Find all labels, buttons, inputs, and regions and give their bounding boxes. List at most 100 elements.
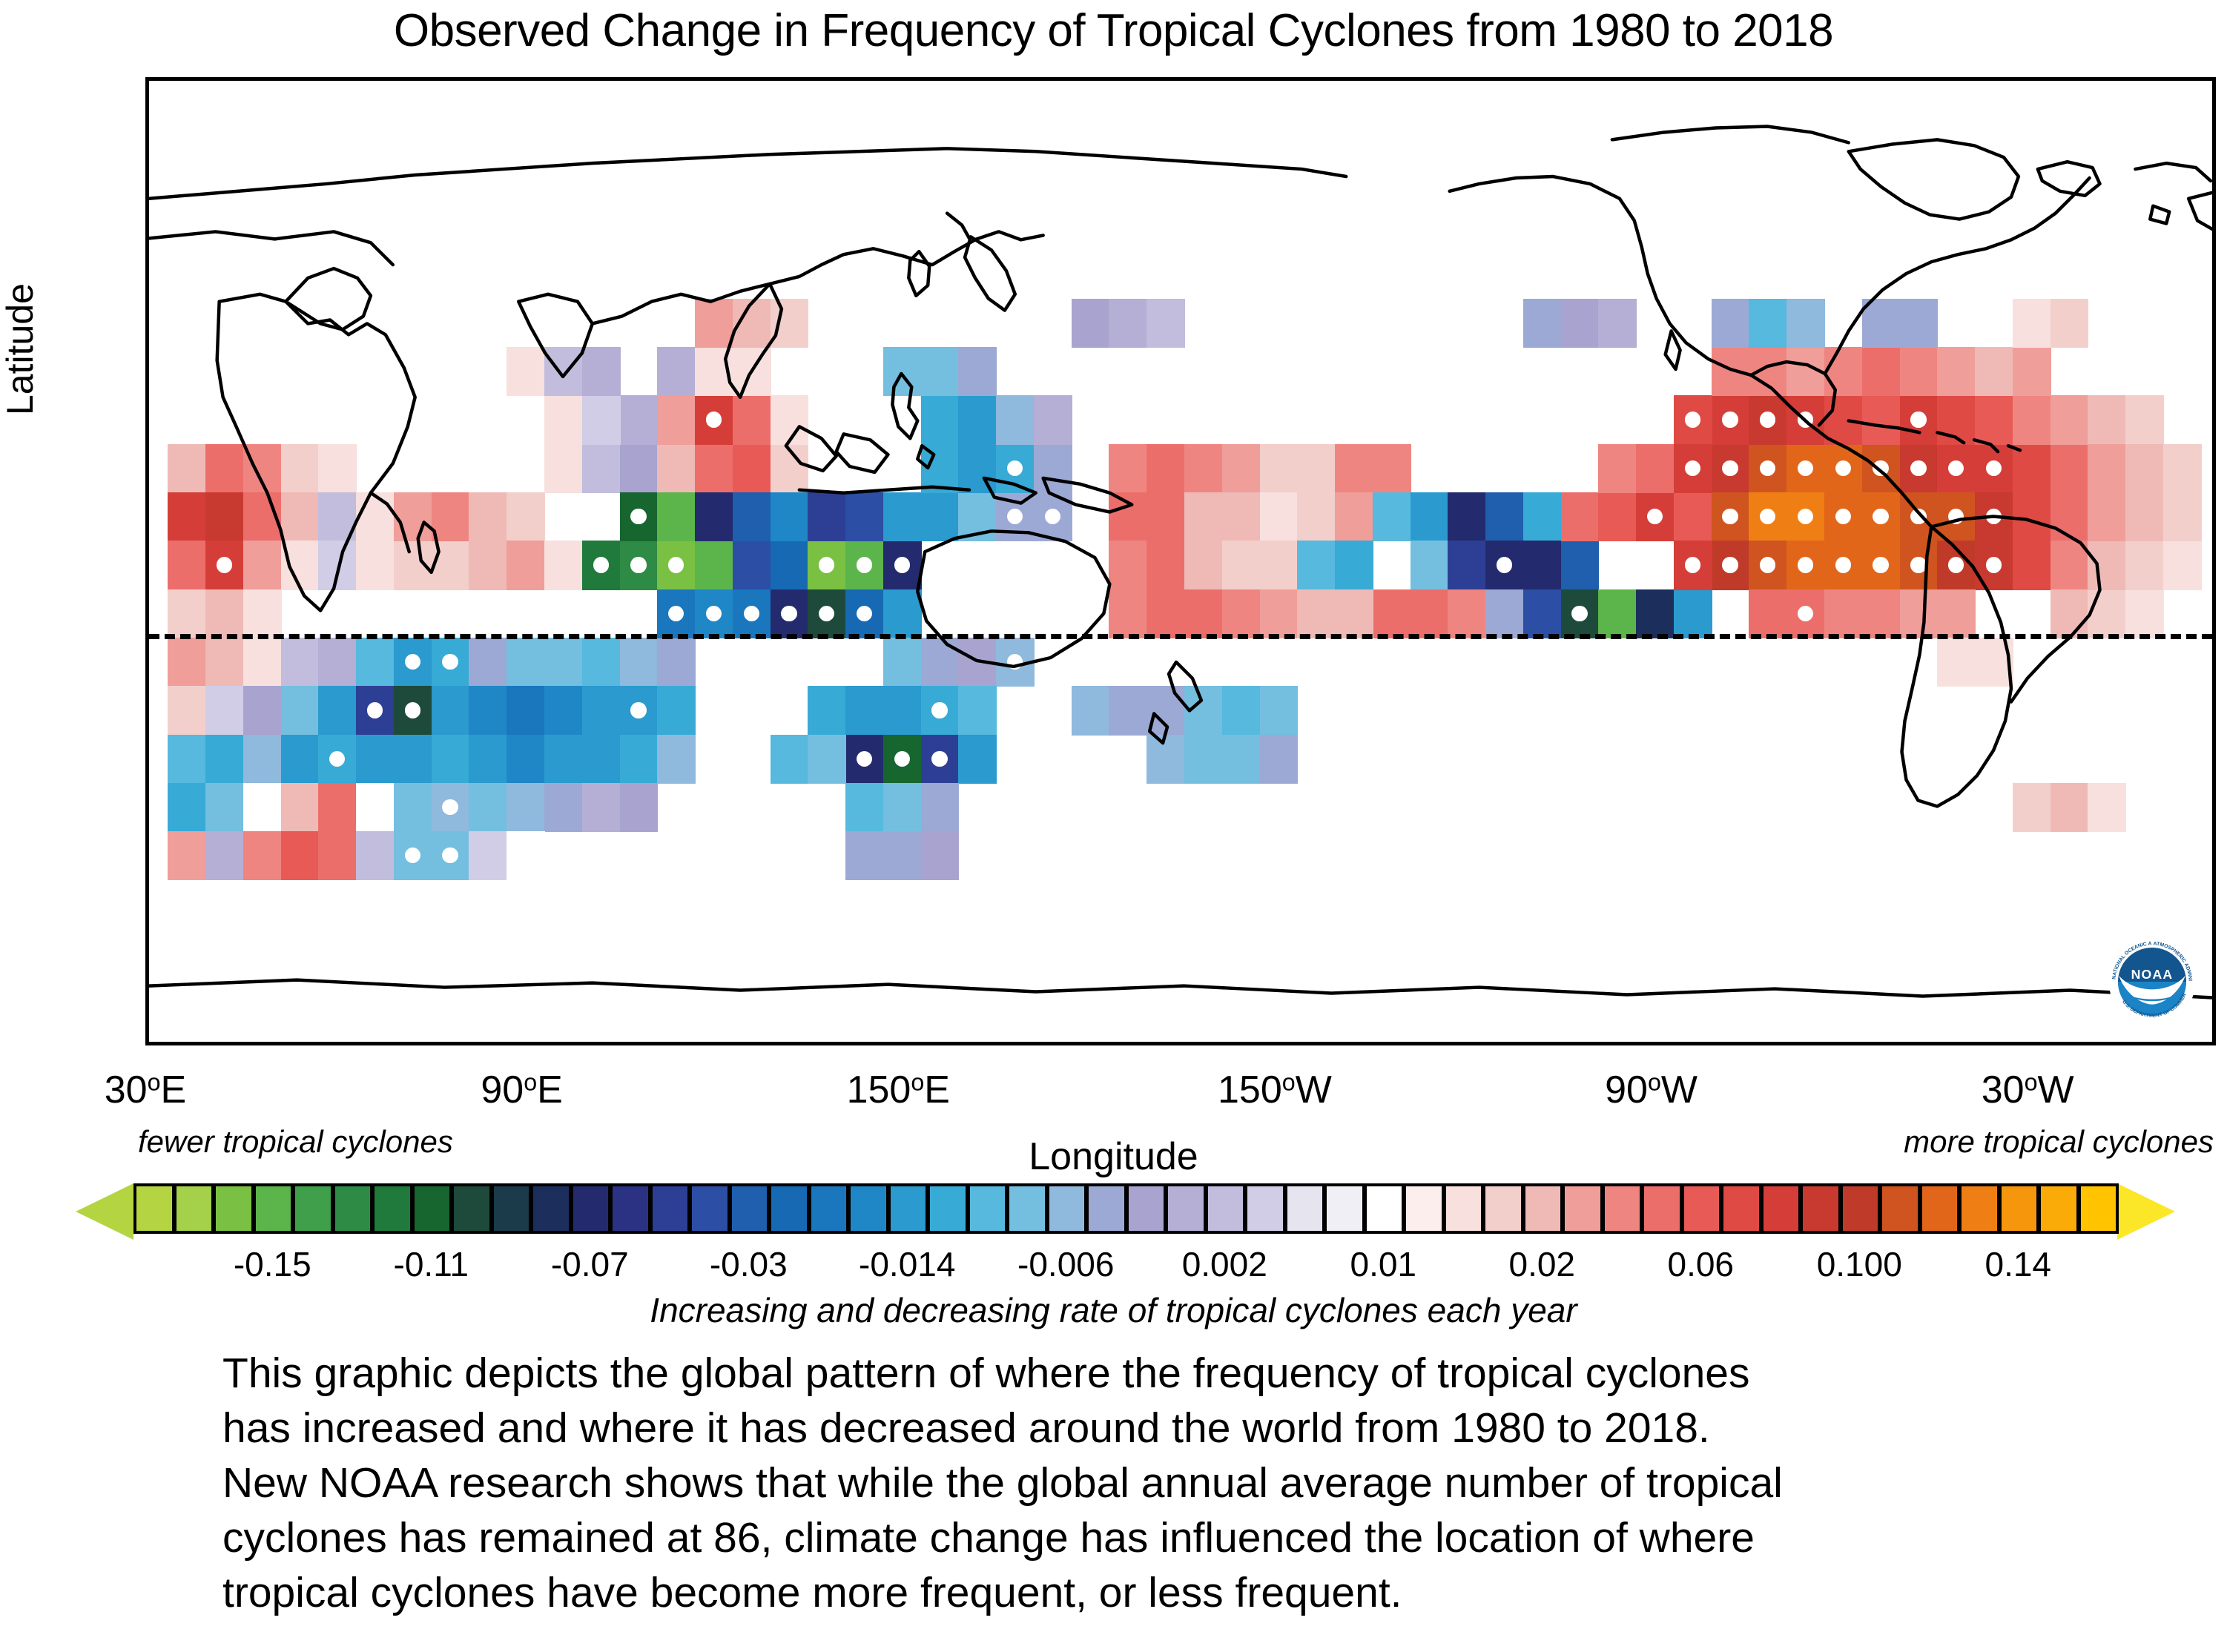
colorbar-swatch bbox=[133, 1183, 175, 1234]
heatmap-cell bbox=[1259, 686, 1299, 736]
significance-stipple-dot bbox=[1910, 412, 1927, 428]
heatmap-cell bbox=[544, 541, 583, 590]
colorbar-tick-label-1: -0.11 bbox=[393, 1245, 469, 1283]
colorbar-swatch bbox=[1839, 1183, 1881, 1234]
heatmap-cell bbox=[2088, 782, 2127, 833]
heatmap-cell bbox=[431, 734, 470, 784]
heatmap-cell bbox=[431, 686, 470, 736]
significance-stipple-dot bbox=[705, 412, 722, 428]
x-axis-tick-label-0: 30oE bbox=[104, 1068, 187, 1111]
heatmap-cell bbox=[882, 782, 922, 833]
heatmap-cell bbox=[280, 782, 320, 833]
heatmap-cell bbox=[205, 734, 244, 784]
y-axis-minor-tick bbox=[145, 219, 149, 222]
heatmap-cell bbox=[657, 637, 696, 687]
significance-stipple-dot bbox=[593, 557, 609, 573]
heatmap-cell bbox=[619, 637, 659, 687]
heatmap-cell bbox=[1297, 492, 1336, 542]
noaa-logo: NOAA NATIONAL OCEANIC AND ATMOSPHERIC AD… bbox=[2108, 938, 2196, 1025]
heatmap-cell bbox=[356, 492, 395, 542]
heatmap-cell bbox=[1899, 347, 1939, 397]
significance-stipple-dot bbox=[1910, 509, 1927, 525]
heatmap-cell bbox=[1824, 347, 1863, 397]
colorbar-tick-label-4: -0.014 bbox=[859, 1245, 956, 1283]
colorbar-swatch bbox=[570, 1183, 611, 1234]
significance-stipple-dot bbox=[894, 557, 910, 573]
significance-stipple-dot bbox=[366, 702, 383, 718]
colorbar-swatch bbox=[966, 1183, 1008, 1234]
heatmap-cell bbox=[882, 686, 922, 736]
colorbar-swatch bbox=[411, 1183, 452, 1234]
heatmap-cell bbox=[1259, 443, 1299, 494]
heatmap-cell bbox=[507, 831, 545, 881]
heatmap-cell bbox=[1147, 734, 1185, 784]
heatmap-cell bbox=[920, 347, 960, 397]
heatmap-cell bbox=[882, 589, 922, 638]
heatmap-cell bbox=[732, 541, 771, 590]
heatmap-cell bbox=[318, 686, 357, 736]
heatmap-cell bbox=[280, 492, 320, 542]
heatmap-cell bbox=[1899, 298, 1939, 348]
heatmap-cell bbox=[1448, 541, 1487, 590]
colorbar-swatch bbox=[292, 1183, 334, 1234]
heatmap-cell bbox=[356, 637, 395, 687]
colorbar-swatch bbox=[1006, 1183, 1048, 1234]
heatmap-cell bbox=[619, 443, 659, 494]
heatmap-cell bbox=[280, 734, 320, 784]
colorbar-tick-label-3: -0.03 bbox=[709, 1245, 788, 1283]
colorbar-swatch bbox=[2077, 1183, 2119, 1234]
heatmap-cell bbox=[393, 734, 432, 784]
heatmap-cell bbox=[205, 637, 244, 687]
colorbar-swatch bbox=[1324, 1183, 1365, 1234]
heatmap-cell bbox=[544, 347, 583, 397]
heatmap-cell bbox=[732, 395, 771, 445]
heatmap-cell bbox=[1297, 541, 1336, 590]
heatmap-cell bbox=[2125, 492, 2164, 542]
heatmap-cell bbox=[1335, 589, 1373, 638]
colorbar-swatch bbox=[331, 1183, 373, 1234]
y-axis-minor-tick bbox=[145, 773, 149, 776]
equator-line bbox=[149, 634, 2212, 640]
significance-stipple-dot bbox=[931, 702, 948, 718]
heatmap-cell bbox=[1410, 589, 1449, 638]
heatmap-cell bbox=[2050, 492, 2089, 542]
heatmap-cell bbox=[1259, 492, 1299, 542]
significance-stipple-dot bbox=[1910, 557, 1927, 573]
heatmap-cell bbox=[243, 637, 282, 687]
heatmap-cell bbox=[1522, 492, 1562, 542]
significance-stipple-dot bbox=[705, 605, 722, 621]
colorbar-region: fewer tropical cyclones more tropical cy… bbox=[0, 1124, 2227, 1329]
colorbar-swatch bbox=[1680, 1183, 1722, 1234]
heatmap-cell bbox=[318, 443, 357, 494]
significance-stipple-dot bbox=[1496, 557, 1513, 573]
colorbar-swatch bbox=[173, 1183, 214, 1234]
colorbar-tick-label-10: 0.100 bbox=[1816, 1245, 1902, 1283]
y-axis-tick bbox=[145, 911, 149, 913]
heatmap-cell bbox=[1259, 589, 1299, 638]
heatmap-cell bbox=[544, 637, 583, 687]
colorbar-swatch bbox=[887, 1183, 928, 1234]
heatmap-cell bbox=[695, 492, 733, 542]
heatmap-cell bbox=[845, 831, 884, 881]
colorbar-swatch bbox=[490, 1183, 532, 1234]
heatmap-cell bbox=[280, 541, 320, 590]
heatmap-cell bbox=[243, 686, 282, 736]
heatmap-cell bbox=[1485, 492, 1524, 542]
heatmap-cell bbox=[2125, 541, 2164, 590]
significance-stipple-dot bbox=[743, 605, 759, 621]
heatmap-cell bbox=[845, 686, 884, 736]
heatmap-cell bbox=[243, 541, 282, 590]
heatmap-cell bbox=[1673, 492, 1712, 542]
colorbar-swatch bbox=[1482, 1183, 1524, 1234]
significance-stipple-dot bbox=[856, 750, 873, 767]
significance-stipple-dot bbox=[1835, 460, 1852, 477]
colorbar-swatch bbox=[530, 1183, 572, 1234]
heatmap-cell bbox=[1861, 589, 1901, 638]
colorbar[interactable] bbox=[76, 1183, 2175, 1240]
significance-stipple-dot bbox=[1646, 509, 1663, 525]
heatmap-cell bbox=[1975, 347, 2013, 397]
heatmap-cell bbox=[808, 734, 847, 784]
significance-stipple-dot bbox=[1797, 605, 1814, 621]
significance-stipple-dot bbox=[216, 557, 233, 573]
significance-stipple-dot bbox=[781, 605, 797, 621]
